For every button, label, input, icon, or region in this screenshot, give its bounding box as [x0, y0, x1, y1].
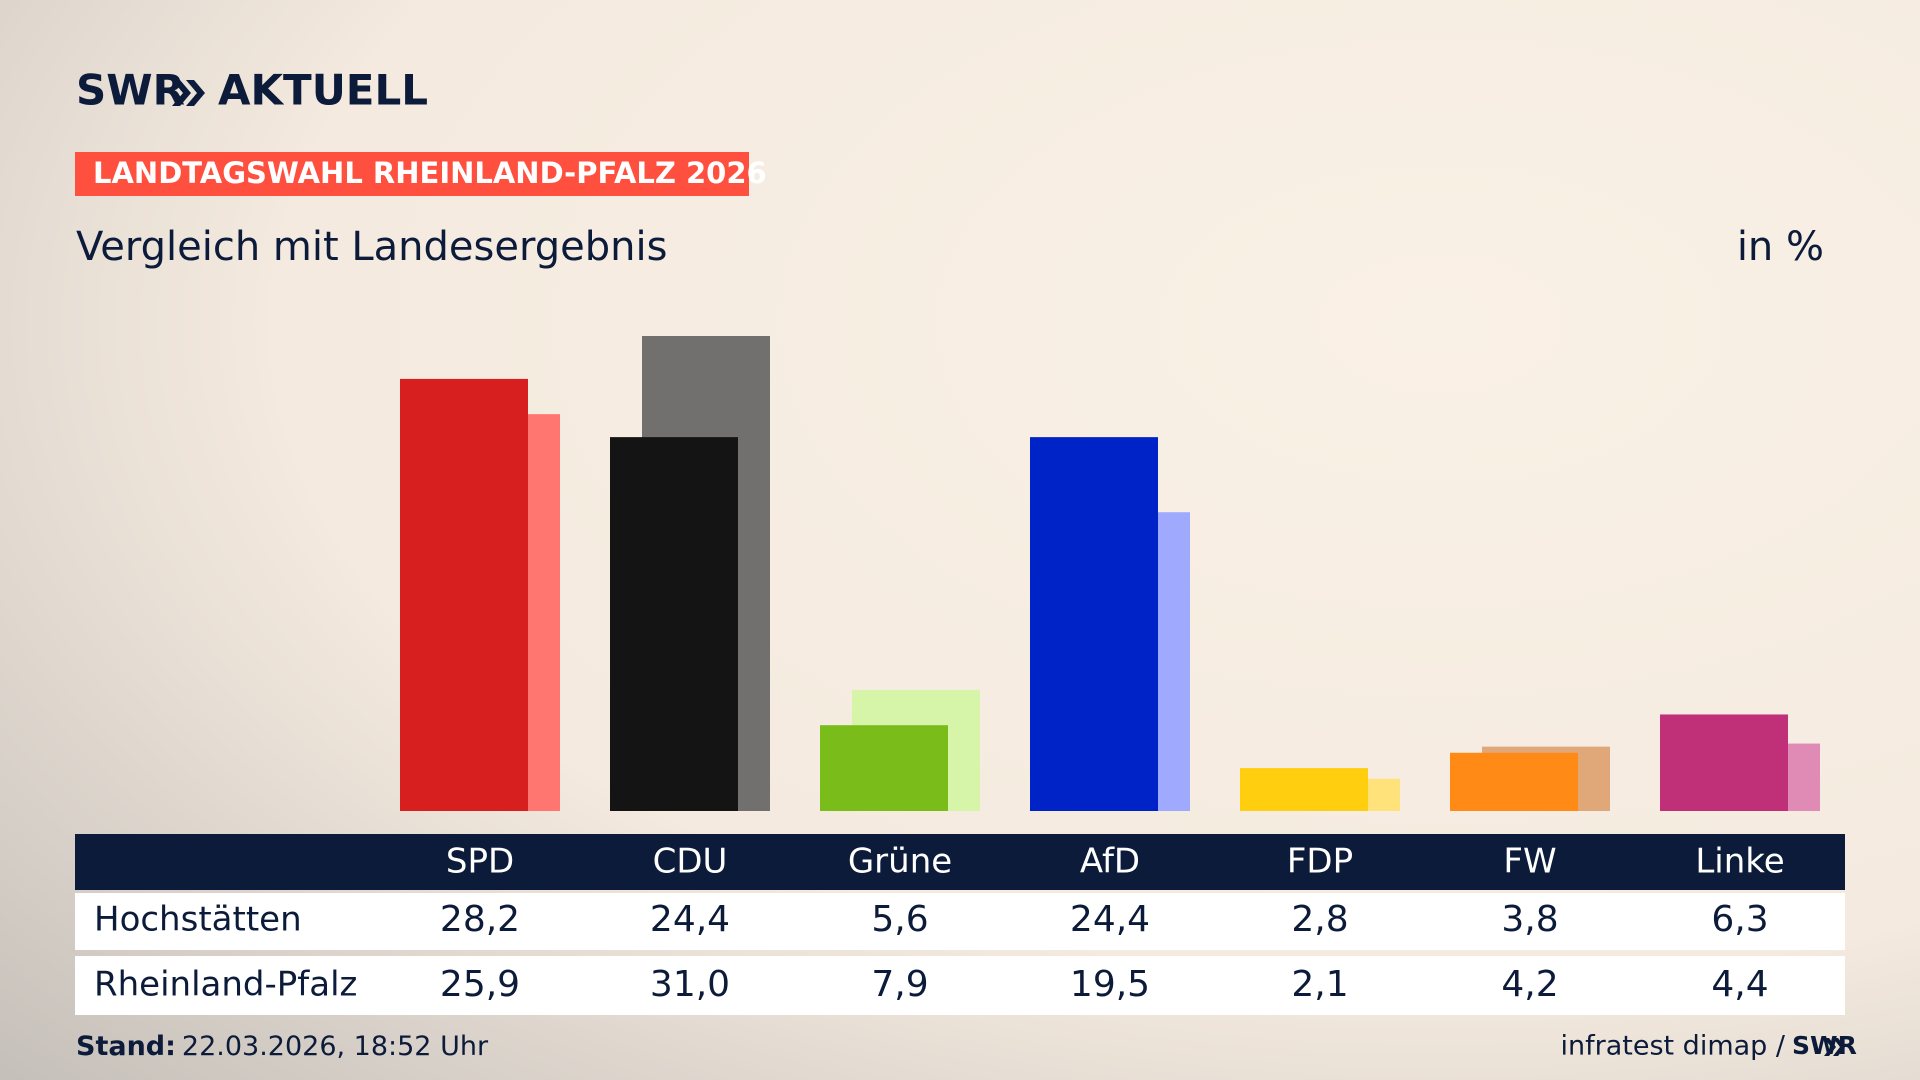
category-label: AfD — [1080, 842, 1140, 882]
value-label: 7,9 — [871, 964, 928, 1005]
category-label: SPD — [446, 842, 514, 882]
source-chevrons — [1824, 1038, 1845, 1056]
value-label: 24,4 — [650, 899, 730, 940]
stand: 22.03.2026, 18:52 Uhr — [182, 1031, 489, 1062]
row-label: Hochstätten — [94, 900, 302, 940]
table-row — [75, 956, 1845, 1015]
tag: LANDTAGSWAHL RHEINLAND-PFALZ 2026 — [93, 156, 767, 190]
category-label: FDP — [1287, 842, 1353, 882]
category-label: Linke — [1695, 842, 1784, 882]
source: infratest dimap / — [1560, 1031, 1785, 1062]
bar — [400, 378, 528, 811]
value-label: 25,9 — [440, 964, 520, 1005]
stand-label: Stand: — [76, 1031, 176, 1062]
value-label: 24,4 — [1070, 899, 1150, 940]
value-label: 31,0 — [650, 964, 730, 1005]
brand-suffix: AKTUELL — [218, 66, 428, 115]
bar — [610, 437, 738, 811]
value-label: 4,4 — [1711, 964, 1768, 1005]
value-label: 28,2 — [440, 899, 520, 940]
category-label: FW — [1503, 842, 1556, 882]
chart-title: Vergleich mit Landesergebnis — [76, 224, 667, 270]
tag-box — [75, 152, 749, 196]
table-row — [75, 893, 1845, 950]
category-label: Grüne — [848, 842, 952, 882]
category-label: CDU — [653, 842, 728, 882]
value-label: 2,8 — [1291, 899, 1348, 940]
brand: SWR — [76, 66, 185, 115]
row-label: Rheinland-Pfalz — [94, 965, 357, 1005]
footer: Stand: 22.03.2026, 18:52 Uhr — [76, 1031, 489, 1062]
unit: in % — [1737, 224, 1824, 270]
value-label: 6,3 — [1711, 899, 1768, 940]
value-label: 4,2 — [1501, 964, 1558, 1005]
brand-chevrons — [172, 80, 205, 106]
bar — [820, 725, 948, 811]
bar — [1450, 752, 1578, 811]
value-label: 2,1 — [1291, 964, 1348, 1005]
bar — [1240, 768, 1368, 811]
value-label: 5,6 — [871, 899, 928, 940]
table-header — [75, 834, 1845, 890]
source-brand: SWR — [1792, 1031, 1857, 1060]
bar — [1660, 714, 1788, 811]
value-label: 3,8 — [1501, 899, 1558, 940]
bar — [1030, 437, 1158, 811]
value-label: 19,5 — [1070, 964, 1150, 1005]
